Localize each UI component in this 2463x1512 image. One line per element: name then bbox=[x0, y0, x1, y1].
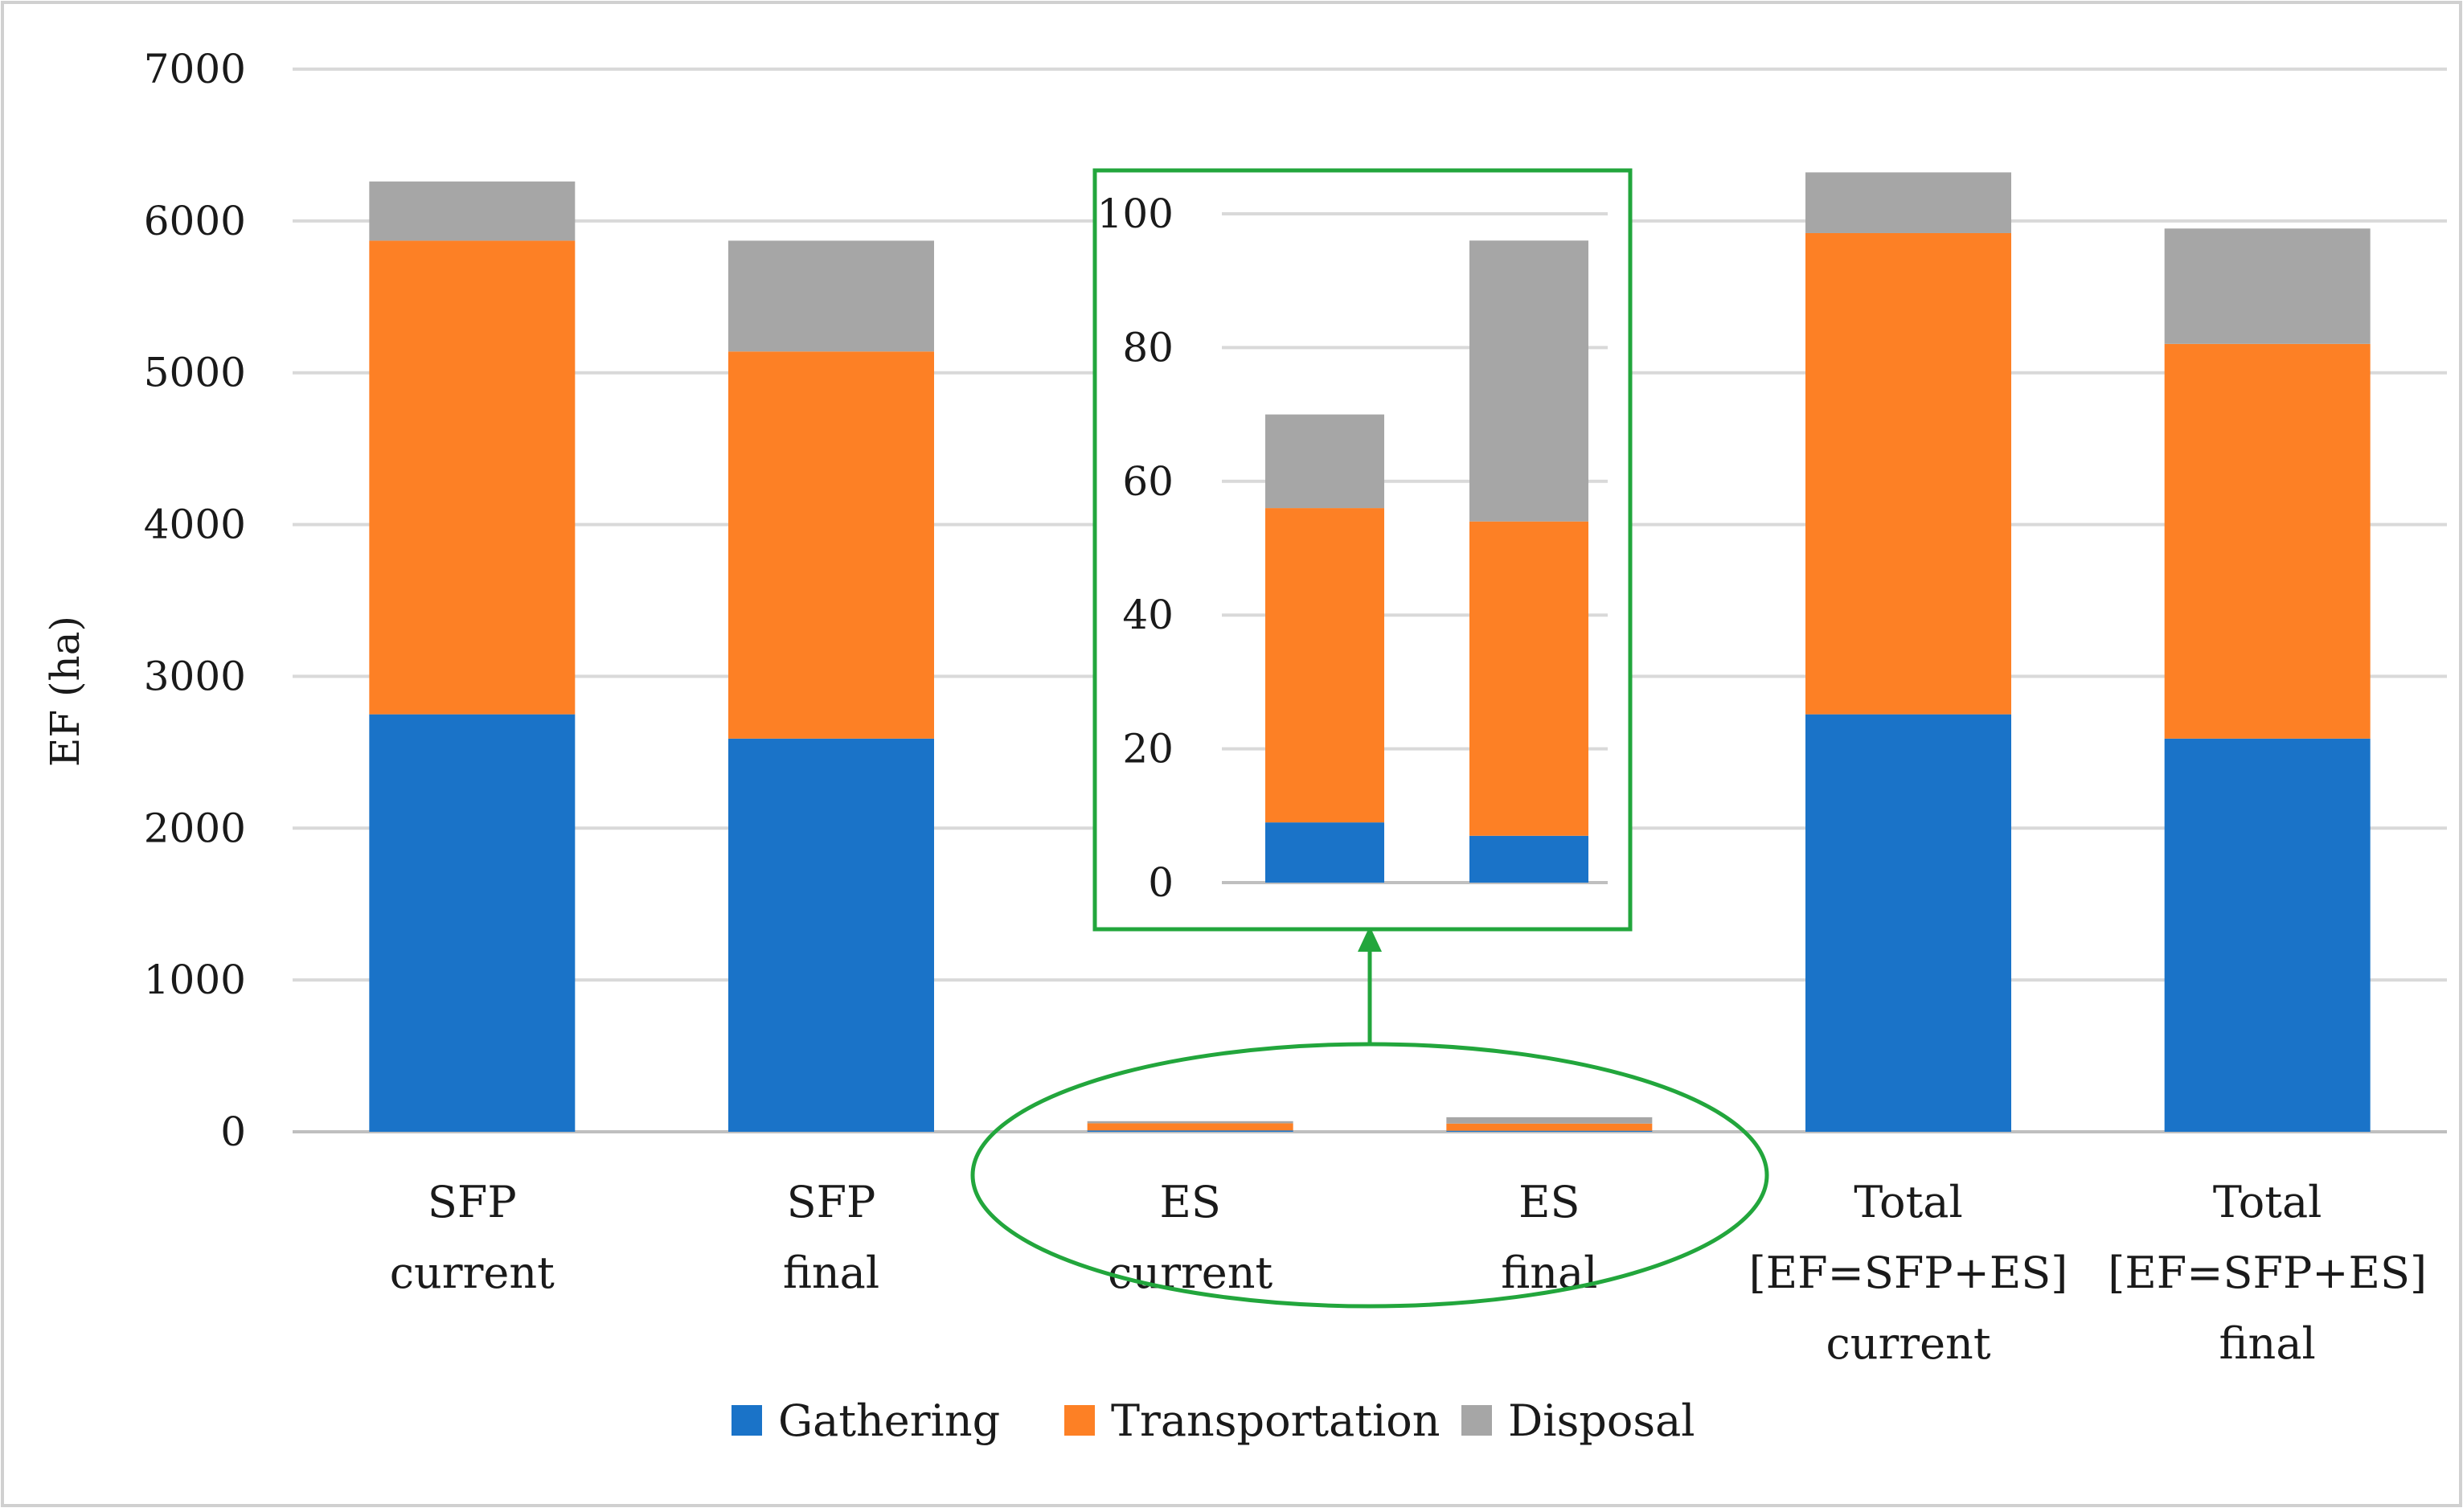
inset-y-tick-label-100: 100 bbox=[1097, 191, 1174, 237]
bar-transportation-0 bbox=[369, 240, 576, 715]
y-tick-label-3000: 3000 bbox=[144, 653, 246, 699]
legend-label-disposal: Disposal bbox=[1508, 1395, 1695, 1446]
legend-swatch-disposal bbox=[1461, 1405, 1492, 1436]
y-tick-label-1000: 1000 bbox=[144, 957, 246, 1003]
legend-swatch-transportation bbox=[1064, 1405, 1095, 1436]
y-tick-label-5000: 5000 bbox=[144, 350, 246, 396]
inset-y-tick-label-20: 20 bbox=[1122, 726, 1174, 772]
inset-y-tick-label-40: 40 bbox=[1122, 592, 1174, 638]
legend: Gathering Transportation Disposal bbox=[732, 1395, 1695, 1446]
inset-bar-transportation-1 bbox=[1469, 521, 1588, 836]
bar-transportation-1 bbox=[728, 351, 934, 739]
bar-disposal-0 bbox=[369, 181, 576, 241]
category-label-4-2: current bbox=[1826, 1318, 1990, 1369]
inset-bar-disposal-0 bbox=[1265, 414, 1384, 509]
inset-bar-gathering-1 bbox=[1469, 835, 1588, 883]
y-tick-label-6000: 6000 bbox=[144, 198, 246, 244]
highlight-arrowhead bbox=[1358, 926, 1382, 952]
bar-disposal-1 bbox=[728, 240, 934, 352]
bar-gathering-4 bbox=[1805, 714, 2011, 1132]
category-label-0-0: SFP bbox=[428, 1177, 517, 1227]
inset-y-tick-label-60: 60 bbox=[1122, 458, 1174, 505]
category-label-5-0: Total bbox=[2213, 1177, 2322, 1227]
inset-bar-disposal-1 bbox=[1469, 240, 1588, 522]
category-label-4-1: [EF=SFP+ES] bbox=[1749, 1248, 2068, 1298]
highlight-ellipse bbox=[970, 1042, 1769, 1309]
bar-disposal-3 bbox=[1446, 1117, 1653, 1124]
bar-gathering-3 bbox=[1446, 1130, 1653, 1132]
y-tick-label-4000: 4000 bbox=[144, 502, 246, 548]
bar-gathering-5 bbox=[2164, 738, 2371, 1132]
category-label-0-1: current bbox=[390, 1248, 555, 1298]
bar-transportation-2 bbox=[1087, 1123, 1293, 1131]
bar-transportation-4 bbox=[1805, 232, 2011, 715]
highlight-annotation bbox=[970, 926, 1769, 1309]
category-label-5-1: [EF=SFP+ES] bbox=[2108, 1248, 2427, 1298]
category-label-2-0: ES bbox=[1159, 1177, 1220, 1227]
category-label-5-2: final bbox=[2219, 1318, 2316, 1369]
bar-gathering-0 bbox=[369, 714, 576, 1132]
legend-label-gathering: Gathering bbox=[778, 1395, 1000, 1446]
bar-transportation-5 bbox=[2164, 343, 2371, 739]
y-tick-label-2000: 2000 bbox=[144, 805, 246, 851]
category-label-1-1: final bbox=[783, 1248, 879, 1298]
inset-bar-gathering-0 bbox=[1265, 822, 1384, 883]
category-label-3-1: final bbox=[1501, 1248, 1597, 1298]
bar-disposal-2 bbox=[1087, 1121, 1293, 1124]
inset-chart: 0 20 40 60 80 100 bbox=[1092, 168, 1633, 932]
legend-label-transportation: Transportation bbox=[1111, 1395, 1441, 1446]
legend-swatch-gathering bbox=[732, 1405, 762, 1436]
bar-disposal-5 bbox=[2164, 228, 2371, 344]
bar-gathering-2 bbox=[1087, 1130, 1293, 1132]
inset-y-tick-label-0: 0 bbox=[1148, 859, 1174, 906]
category-label-2-1: current bbox=[1108, 1248, 1272, 1298]
bar-gathering-1 bbox=[728, 738, 934, 1132]
main-y-ticks: 0 1000 2000 3000 4000 5000 6000 7000 bbox=[144, 46, 246, 1155]
category-label-3-0: ES bbox=[1518, 1177, 1580, 1227]
y-tick-label-7000: 7000 bbox=[144, 46, 246, 92]
y-axis-title: EF (ha) bbox=[42, 616, 88, 767]
category-label-4-0: Total bbox=[1854, 1177, 1963, 1227]
inset-y-tick-label-80: 80 bbox=[1122, 324, 1174, 371]
inset-bar-transportation-0 bbox=[1265, 508, 1384, 823]
bar-disposal-4 bbox=[1805, 172, 2011, 233]
main-bars bbox=[369, 172, 2371, 1132]
main-category-labels: SFP current SFP final ES current ES final Total [… bbox=[390, 1177, 2427, 1369]
category-label-1-0: SFP bbox=[787, 1177, 876, 1227]
bar-transportation-3 bbox=[1446, 1123, 1653, 1131]
y-tick-label-0: 0 bbox=[220, 1108, 246, 1155]
